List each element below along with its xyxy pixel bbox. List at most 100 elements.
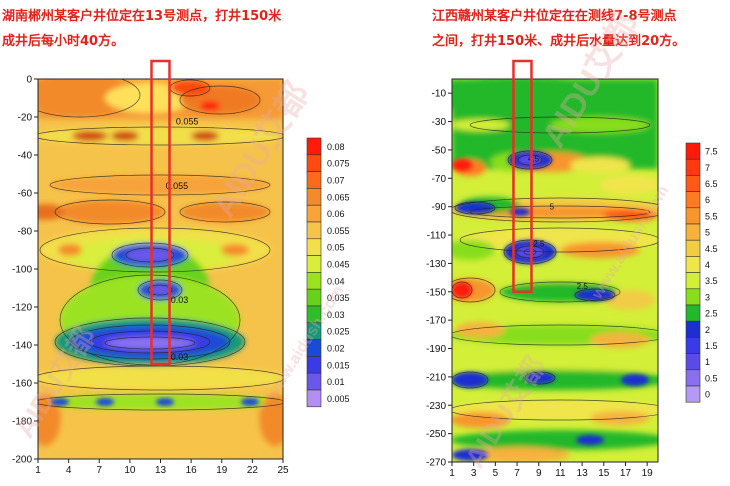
left-legend-label: 0.01 [327,377,345,387]
right-legend-label: 0.5 [705,373,718,383]
left-x-tick-label: 16 [186,465,198,476]
right-legend-label: 2 [705,325,710,335]
left-contour-label: 0.03 [171,352,189,362]
right-legend-label: 5 [705,228,710,238]
right-legend-swatch [685,353,701,371]
left-chart: 0.055 0.055 0.03 0.03 0 -20 -40 -60 -80 -100 -120… [12,59,350,476]
right-contour-label: 5 [550,203,555,212]
right-y-tick-label: -50 [432,145,447,156]
right-legend: 7.5 7 6.5 6 5.5 5 4.5 4 3.5 3 2.5 2 1.5 1 0.5 0 [685,142,718,403]
right-legend-swatch [685,207,701,225]
right-x-tick-label: 5 [493,468,499,479]
right-legend-label: 6 [705,195,710,205]
right-legend-swatch [685,385,701,403]
right-caption: 江西赣州某客户井位定在在测线7-8号测点 之间，打井150米、成井后水量达到20… [432,4,730,54]
right-y-tick-label: -30 [432,117,447,128]
left-x-tick-label: 13 [155,465,167,476]
right-x-tick-label: 17 [620,468,632,479]
right-legend-label: 4 [705,260,710,270]
left-heatmap [38,79,283,459]
right-legend-swatch [685,337,701,354]
right-legend-label: 3 [705,292,710,302]
right-legend-label: 7 [705,163,710,173]
right-legend-label: 6.5 [705,179,718,189]
right-well-highlight-box [512,59,533,294]
right-x-axis: 1 3 5 7 9 11 13 15 17 19 [449,462,653,479]
left-legend-swatch [306,204,322,223]
right-caption-line2: 之间，打井150米、成井后水量达到20方。 [432,34,686,49]
right-x-tick-label: 15 [598,468,610,479]
left-contour-label: 0.03 [171,295,189,305]
right-plot-frame [451,78,659,463]
right-contour-label: 4.5 [528,154,540,163]
right-contour-label: 2.5 [533,239,545,248]
right-y-tick-label: -170 [426,316,446,327]
left-legend-label: 0.02 [327,344,345,354]
right-x-tick-label: 19 [642,468,654,479]
right-legend-label: 7.5 [705,147,718,157]
left-legend-swatch [306,221,322,240]
left-caption: 湖南郴州某客户井位定在13号测点，打井150米 成井后每小时40方。 [2,4,332,54]
left-legend-label: 0.065 [327,192,350,202]
right-legend-label: 3.5 [705,276,718,286]
right-x-tick-label: 3 [471,468,477,479]
left-x-tick-label: 4 [66,465,72,476]
right-legend-swatch [685,272,701,290]
left-y-tick-label: -120 [12,303,32,314]
right-legend-swatch [685,175,701,192]
left-y-tick-label: 0 [26,75,32,86]
left-y-axis: 0 -20 -40 -60 -80 -100 -120 -140 -160 -180 -200 [12,75,38,466]
right-y-tick-label: -190 [426,344,446,355]
left-legend-label: 0.08 [327,142,345,152]
left-y-tick-label: -140 [12,341,32,352]
right-y-tick-label: -270 [426,458,446,469]
left-x-tick-label: 25 [277,465,289,476]
right-y-tick-label: -150 [426,287,446,298]
left-y-tick-label: -180 [12,417,32,428]
right-legend-swatch [685,223,701,241]
right-y-axis: -10 -30 -50 -70 -90 -110 -130 -150 -170 -190 -210 -… [426,89,452,469]
left-legend-label: 0.035 [327,293,350,303]
right-legend-swatch [685,256,701,273]
right-legend-label: 1 [705,357,710,367]
left-legend-label: 0.07 [327,176,345,186]
right-x-tick-label: 11 [555,468,566,479]
left-legend-swatch [306,372,322,391]
right-y-tick-label: -70 [432,174,447,185]
left-x-tick-label: 1 [35,465,41,476]
left-y-tick-label: -100 [12,265,32,276]
right-x-tick-label: 13 [577,468,589,479]
right-y-tick-label: -130 [426,259,446,270]
left-y-tick-label: -40 [18,151,33,162]
left-legend-swatch [306,389,322,408]
left-x-tick-label: 19 [216,465,228,476]
right-y-tick-label: -250 [426,429,446,440]
right-legend-swatch [685,320,701,338]
right-y-tick-label: -10 [432,89,447,100]
right-legend-label: 0 [705,390,710,400]
left-legend-swatch [306,238,322,256]
right-legend-label: 2.5 [705,309,718,319]
left-legend-swatch [306,272,322,290]
left-x-tick-label: 10 [124,465,136,476]
left-caption-line2: 成井后每小时40方。 [2,34,125,49]
left-legend-swatch [306,154,322,172]
left-y-tick-label: -160 [12,379,32,390]
right-legend-label: 5.5 [705,211,718,221]
left-x-axis: 1 4 7 10 13 16 19 22 25 [35,459,289,476]
right-legend-swatch [685,304,701,322]
left-legend-label: 0.015 [327,360,350,370]
right-legend-swatch [685,142,701,160]
left-legend-swatch [306,171,322,189]
right-legend-swatch [685,288,701,306]
right-x-tick-label: 7 [514,468,520,479]
left-legend-label: 0.005 [327,394,350,404]
left-legend-label: 0.06 [327,209,345,219]
right-y-tick-label: -90 [432,202,447,213]
left-legend-label: 0.075 [327,159,350,169]
left-legend-swatch [306,137,322,156]
right-contour-labels: 4.5 5 2.5 2.5 [528,154,588,291]
right-legend-swatch [685,239,701,257]
left-legend-label: 0.045 [327,260,350,270]
